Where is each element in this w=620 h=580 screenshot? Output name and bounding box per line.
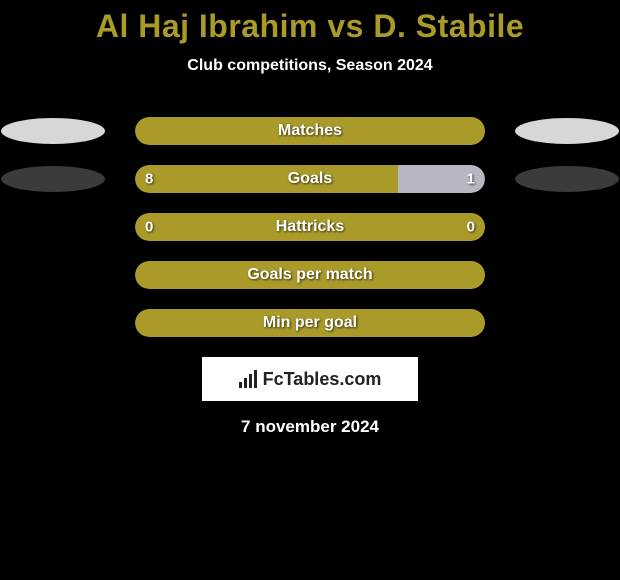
right-ellipse — [515, 118, 619, 144]
stat-bar: Hattricks0 0 — [135, 213, 485, 241]
stat-label: Goals per match — [135, 266, 485, 284]
logo-box: FcTables.com — [202, 357, 418, 401]
left-ellipse — [1, 310, 105, 336]
left-ellipse — [1, 262, 105, 288]
stat-row: Goals per match — [0, 261, 620, 289]
stat-value-left: 0 — [145, 219, 153, 236]
stat-bar: Min per goal — [135, 309, 485, 337]
left-ellipse — [1, 214, 105, 240]
stat-label: Min per goal — [135, 314, 485, 332]
stat-rows: Matches Goals8 1 Hattricks0 0 Goals per match… — [0, 117, 620, 337]
right-ellipse — [515, 166, 619, 192]
logo-text: FcTables.com — [263, 369, 382, 390]
stat-bar: Goals per match — [135, 261, 485, 289]
stat-label: Goals — [135, 170, 485, 188]
stat-label: Matches — [135, 122, 485, 140]
stat-bar: Matches — [135, 117, 485, 145]
right-ellipse — [515, 310, 619, 336]
logo: FcTables.com — [239, 369, 382, 390]
right-ellipse — [515, 214, 619, 240]
stat-label: Hattricks — [135, 218, 485, 236]
stat-value-right: 1 — [467, 171, 475, 188]
stat-bar: Goals8 1 — [135, 165, 485, 193]
left-ellipse — [1, 166, 105, 192]
left-ellipse — [1, 118, 105, 144]
stat-row: Hattricks0 0 — [0, 213, 620, 241]
stat-row: Min per goal — [0, 309, 620, 337]
date-text: 7 november 2024 — [0, 417, 620, 437]
stat-row: Matches — [0, 117, 620, 145]
stat-value-left: 8 — [145, 171, 153, 188]
right-ellipse — [515, 262, 619, 288]
stat-row: Goals8 1 — [0, 165, 620, 193]
bar-chart-icon — [239, 370, 257, 388]
comparison-infographic: Al Haj Ibrahim vs D. Stabile Club compet… — [0, 0, 620, 437]
stat-value-right: 0 — [467, 219, 475, 236]
page-subtitle: Club competitions, Season 2024 — [0, 57, 620, 75]
page-title: Al Haj Ibrahim vs D. Stabile — [0, 8, 620, 45]
